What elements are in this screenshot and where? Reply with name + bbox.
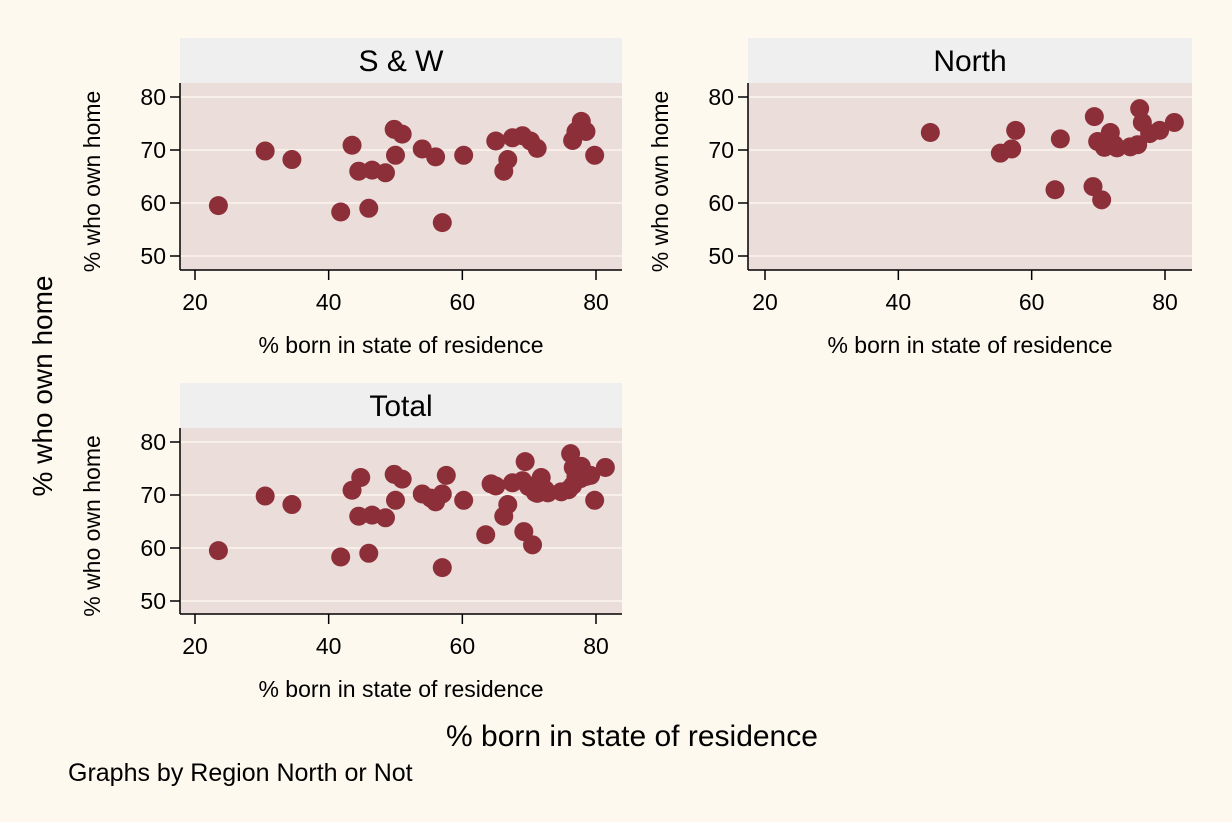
data-point [585,490,605,510]
y-tick-label: 80 [140,84,166,110]
y-tick-label: 50 [708,243,734,269]
data-point [595,457,615,477]
y-tick-label: 50 [140,588,166,614]
panel-title: North [933,45,1006,78]
data-point [581,465,601,485]
x-tick-label: 60 [450,633,476,659]
outer-y-axis-label: % who own home [27,275,58,496]
panel-3: Total 50 60 70 80 20 40 60 80 % born in state of … [79,383,622,702]
data-point [426,147,446,167]
data-point [255,486,275,506]
data-point [1050,129,1070,149]
data-point [498,150,518,170]
data-point [386,490,405,510]
data-point [1002,139,1022,159]
x-axis-label: % born in state of residence [827,332,1112,358]
data-point [208,196,228,216]
data-point [527,138,547,158]
y-tick-label: 50 [140,243,166,269]
y-tick-label: 80 [708,84,734,110]
data-point [386,145,405,165]
x-tick-label: 20 [182,289,208,315]
x-axis-label: % born in state of residence [258,676,543,702]
data-point [515,452,535,472]
x-tick-label: 80 [583,633,609,659]
data-point [1045,180,1065,200]
y-tick-label: 70 [708,137,734,163]
outer-x-axis-label: % born in state of residence [446,720,818,753]
panel-1: S & W 50 60 70 80 20 40 60 80 % born in state of … [79,38,622,358]
y-tick-label: 60 [140,535,166,561]
data-point [454,145,474,165]
y-tick-label: 80 [140,429,166,455]
data-point [282,150,302,170]
panel-title-strip [180,383,622,428]
x-tick-label: 60 [1019,289,1045,315]
data-point [436,465,456,485]
x-axis-label: % born in state of residence [258,332,543,358]
data-point [432,213,452,233]
data-point [432,558,452,578]
x-tick-label: 60 [450,289,476,315]
data-point [331,547,351,567]
panel-title-strip [180,38,622,83]
data-point [523,535,543,555]
data-point [351,468,371,488]
data-point [375,163,395,183]
data-point [1164,112,1184,132]
x-tick-label: 20 [752,289,778,315]
data-point [1092,190,1112,210]
data-point [498,495,518,515]
x-tick-label: 80 [1152,289,1178,315]
data-point [255,141,275,161]
data-point [486,476,506,496]
data-point [331,202,351,222]
graphs-by-note: Graphs by Region North or Not [68,759,413,787]
data-point [392,469,412,489]
x-tick-label: 40 [316,289,342,315]
y-tick-label: 60 [708,190,734,216]
data-point [342,135,362,155]
y-axis-label: % who own home [79,435,105,617]
data-point [359,198,379,218]
panel-title: Total [369,390,432,423]
y-axis-label: % who own home [647,91,673,273]
plot-area [180,428,622,614]
plot-area [748,83,1192,270]
panel-2: North 50 60 70 80 20 40 60 80 % born in state of … [647,38,1192,358]
data-point [1006,120,1026,140]
data-point [1128,135,1148,155]
data-point [208,541,228,561]
data-point [476,525,496,545]
x-tick-label: 40 [886,289,912,315]
panel-title-strip [748,38,1192,83]
data-point [392,124,412,144]
data-point [576,121,596,141]
data-point [359,543,379,563]
y-tick-label: 70 [140,137,166,163]
y-tick-label: 60 [140,190,166,216]
x-tick-label: 40 [316,633,342,659]
y-tick-label: 70 [140,482,166,508]
data-point [585,145,605,165]
data-point [432,484,452,504]
x-tick-label: 20 [182,633,208,659]
data-point [1150,120,1170,140]
y-axis-label: % who own home [79,91,105,273]
data-point [1084,107,1104,127]
data-point [375,508,395,528]
data-point [282,495,302,515]
data-point [486,131,506,151]
panel-title: S & W [358,45,444,78]
data-point [454,490,474,510]
x-tick-label: 80 [583,289,609,315]
plot-area [180,83,622,270]
data-point [920,123,940,143]
